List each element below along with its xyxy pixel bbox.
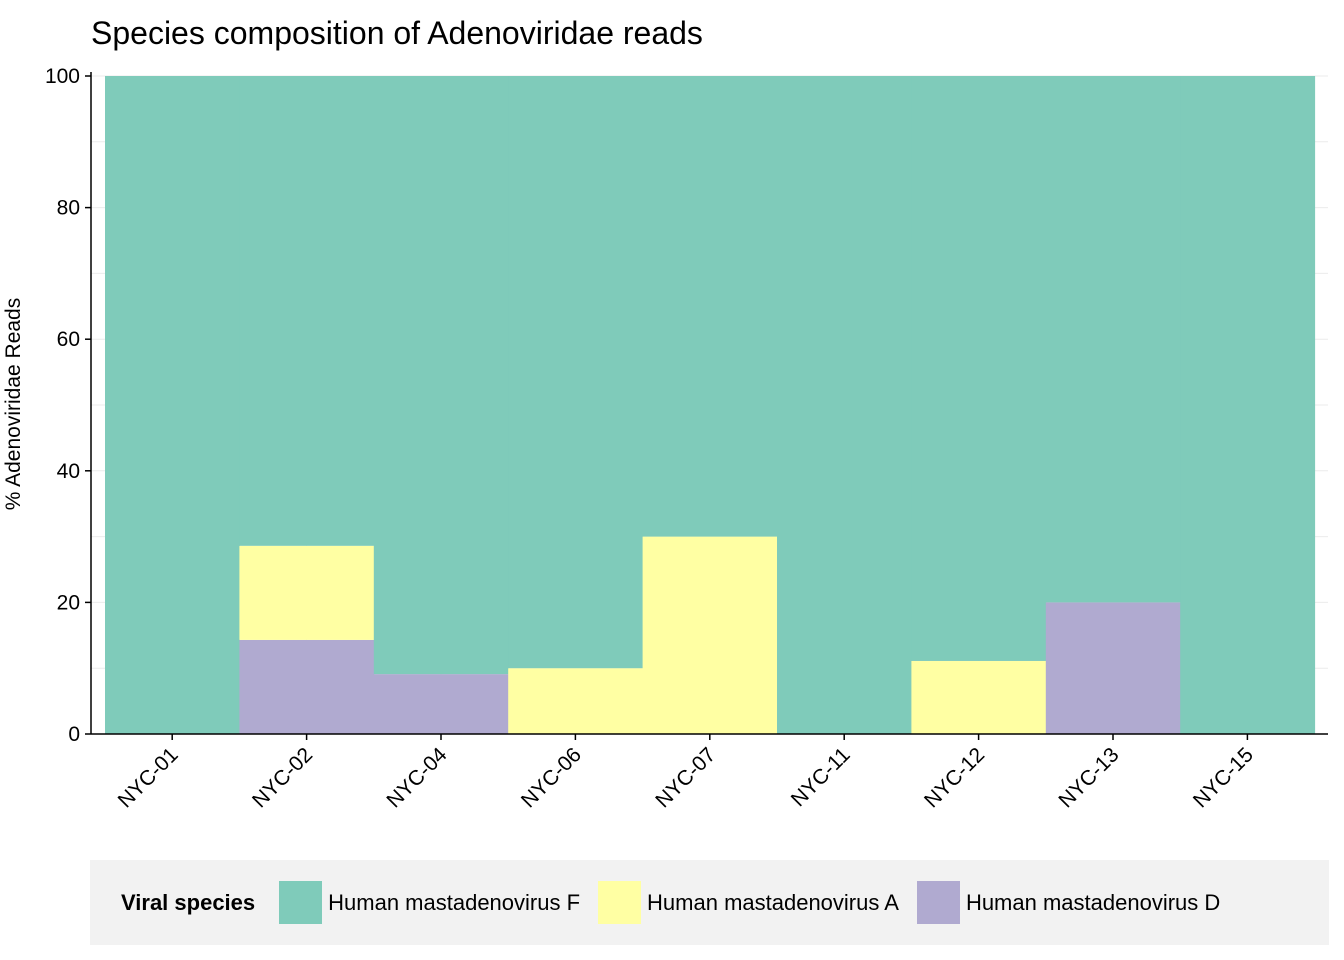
bar-segment xyxy=(911,660,1047,734)
legend-label: Human mastadenovirus A xyxy=(647,889,899,915)
legend-item: Human mastadenovirus A xyxy=(598,881,899,924)
legend-label: Human mastadenovirus F xyxy=(328,889,581,915)
bar-segment xyxy=(373,76,509,675)
bar-segment xyxy=(777,76,912,734)
legend-title: Viral species xyxy=(121,889,256,915)
x-tick-label: NYC-06 xyxy=(517,743,586,812)
bar-segment xyxy=(373,674,509,734)
bar-segment xyxy=(911,76,1047,661)
bar-segment xyxy=(508,668,644,734)
legend: Viral species Human mastadenovirus F Huma… xyxy=(90,860,1329,945)
bar-segment xyxy=(642,536,778,734)
bar-segment xyxy=(1180,76,1316,734)
legend-item: Human mastadenovirus F xyxy=(279,881,580,924)
y-tick-label: 60 xyxy=(57,328,80,351)
y-tick-label: 0 xyxy=(68,723,80,746)
x-tick-label: NYC-11 xyxy=(787,743,855,811)
chart-svg: 0 20 40 60 80 100 NYC-01 NYC-02 NYC-04 NYC-06 NYC-… xyxy=(2,65,1328,812)
legend-swatch xyxy=(916,881,960,924)
x-tick-label: NYC-13 xyxy=(1054,743,1123,812)
bars-layer xyxy=(105,76,1316,734)
y-tick-label: 20 xyxy=(57,591,80,614)
bar-segment xyxy=(508,76,644,669)
x-tick-label: NYC-01 xyxy=(114,743,183,812)
x-tick-label: NYC-07 xyxy=(651,743,720,812)
legend-swatch xyxy=(598,881,642,924)
x-tick-label: NYC-15 xyxy=(1189,743,1258,812)
bar-segment xyxy=(239,639,375,734)
y-axis-title: % Adenoviridae Reads xyxy=(2,298,25,510)
y-tick-label: 100 xyxy=(45,65,80,88)
legend-item: Human mastadenovirus D xyxy=(916,881,1221,924)
x-tick-label: NYC-04 xyxy=(382,743,451,812)
x-tick-label: NYC-02 xyxy=(248,743,317,812)
y-tick-label: 80 xyxy=(57,197,80,220)
bar-segment xyxy=(105,76,240,734)
bar-segment xyxy=(239,545,375,640)
legend-label: Human mastadenovirus D xyxy=(965,889,1221,915)
legend-swatch xyxy=(279,881,323,924)
bar-segment xyxy=(239,76,375,546)
bar-segment xyxy=(1045,76,1181,603)
x-tick-label: NYC-12 xyxy=(920,743,989,812)
y-tick-label: 40 xyxy=(57,460,80,483)
chart-title: Species composition of Adenoviridae read… xyxy=(91,15,703,51)
bar-segment xyxy=(1045,602,1181,734)
bar-segment xyxy=(642,76,778,537)
